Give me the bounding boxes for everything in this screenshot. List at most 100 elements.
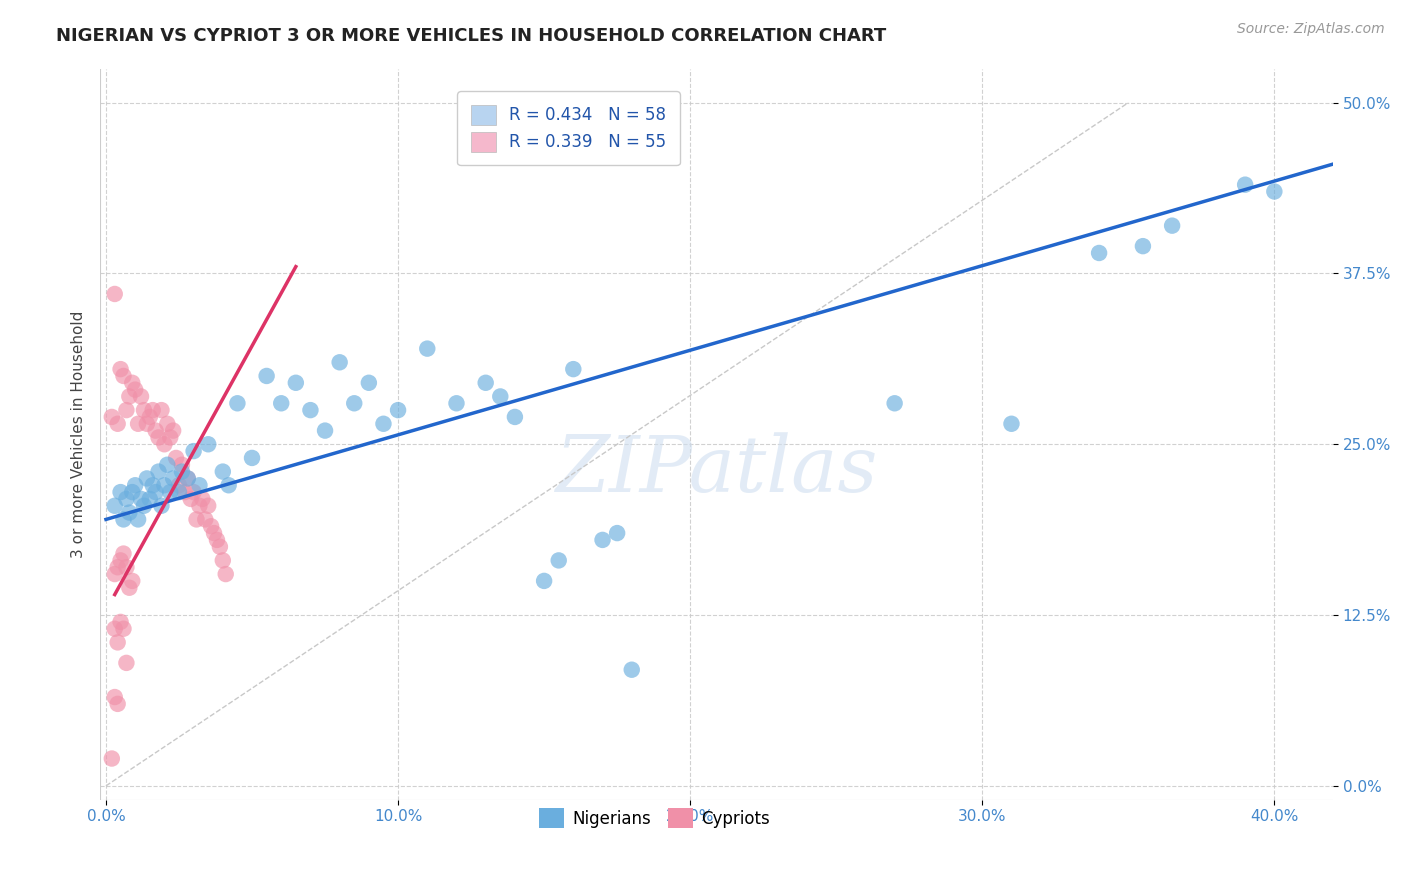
Point — [112, 622, 135, 636]
Point — [121, 376, 143, 390]
Point — [592, 533, 614, 547]
Point — [132, 499, 155, 513]
Point — [135, 417, 157, 431]
Point — [118, 389, 141, 403]
Point — [167, 478, 190, 492]
Point — [170, 465, 193, 479]
Point — [215, 567, 238, 582]
Point — [299, 403, 322, 417]
Point — [186, 512, 208, 526]
Point — [188, 478, 211, 492]
Point — [200, 519, 222, 533]
Point — [115, 656, 138, 670]
Point — [197, 437, 219, 451]
Point — [373, 417, 395, 431]
Point — [127, 512, 149, 526]
Point — [194, 512, 217, 526]
Point — [446, 396, 468, 410]
Point — [142, 478, 165, 492]
Point — [129, 389, 152, 403]
Point — [121, 485, 143, 500]
Point — [270, 396, 292, 410]
Point — [474, 376, 496, 390]
Point — [150, 403, 173, 417]
Point — [124, 383, 146, 397]
Point — [121, 574, 143, 588]
Point — [1132, 239, 1154, 253]
Point — [148, 465, 170, 479]
Point — [167, 485, 190, 500]
Point — [183, 444, 205, 458]
Point — [240, 450, 263, 465]
Point — [104, 499, 127, 513]
Point — [1263, 185, 1285, 199]
Point — [177, 471, 200, 485]
Point — [162, 471, 184, 485]
Point — [256, 368, 278, 383]
Point — [1088, 246, 1111, 260]
Point — [139, 491, 162, 506]
Y-axis label: 3 or more Vehicles in Household: 3 or more Vehicles in Household — [72, 310, 86, 558]
Point — [226, 396, 249, 410]
Point — [101, 751, 124, 765]
Point — [387, 403, 409, 417]
Point — [562, 362, 585, 376]
Point — [329, 355, 352, 369]
Point — [159, 485, 181, 500]
Point — [159, 430, 181, 444]
Point — [883, 396, 905, 410]
Point — [162, 424, 184, 438]
Point — [150, 499, 173, 513]
Point — [118, 506, 141, 520]
Point — [132, 403, 155, 417]
Point — [139, 409, 162, 424]
Point — [606, 526, 628, 541]
Point — [218, 478, 240, 492]
Point — [205, 533, 228, 547]
Point — [124, 478, 146, 492]
Point — [110, 485, 132, 500]
Point — [112, 547, 135, 561]
Point — [127, 417, 149, 431]
Text: ZIPatlas: ZIPatlas — [555, 433, 877, 508]
Point — [357, 376, 380, 390]
Point — [129, 491, 152, 506]
Point — [202, 526, 225, 541]
Point — [180, 491, 202, 506]
Point — [191, 491, 214, 506]
Point — [107, 635, 129, 649]
Point — [153, 437, 176, 451]
Point — [115, 403, 138, 417]
Point — [112, 512, 135, 526]
Point — [211, 553, 233, 567]
Point — [110, 615, 132, 629]
Legend: Nigerians, Cypriots: Nigerians, Cypriots — [533, 801, 778, 835]
Point — [183, 485, 205, 500]
Point — [211, 465, 233, 479]
Point — [1234, 178, 1257, 192]
Text: Source: ZipAtlas.com: Source: ZipAtlas.com — [1237, 22, 1385, 37]
Point — [489, 389, 512, 403]
Point — [107, 417, 129, 431]
Point — [104, 622, 127, 636]
Point — [145, 424, 167, 438]
Point — [1161, 219, 1184, 233]
Point — [197, 499, 219, 513]
Point — [115, 560, 138, 574]
Point — [503, 409, 526, 424]
Point — [188, 499, 211, 513]
Point — [547, 553, 569, 567]
Point — [208, 540, 231, 554]
Point — [104, 690, 127, 704]
Point — [1000, 417, 1022, 431]
Point — [156, 417, 179, 431]
Point — [118, 581, 141, 595]
Point — [110, 362, 132, 376]
Point — [533, 574, 555, 588]
Point — [104, 567, 127, 582]
Point — [170, 458, 193, 472]
Point — [416, 342, 439, 356]
Point — [145, 485, 167, 500]
Point — [110, 553, 132, 567]
Point — [620, 663, 643, 677]
